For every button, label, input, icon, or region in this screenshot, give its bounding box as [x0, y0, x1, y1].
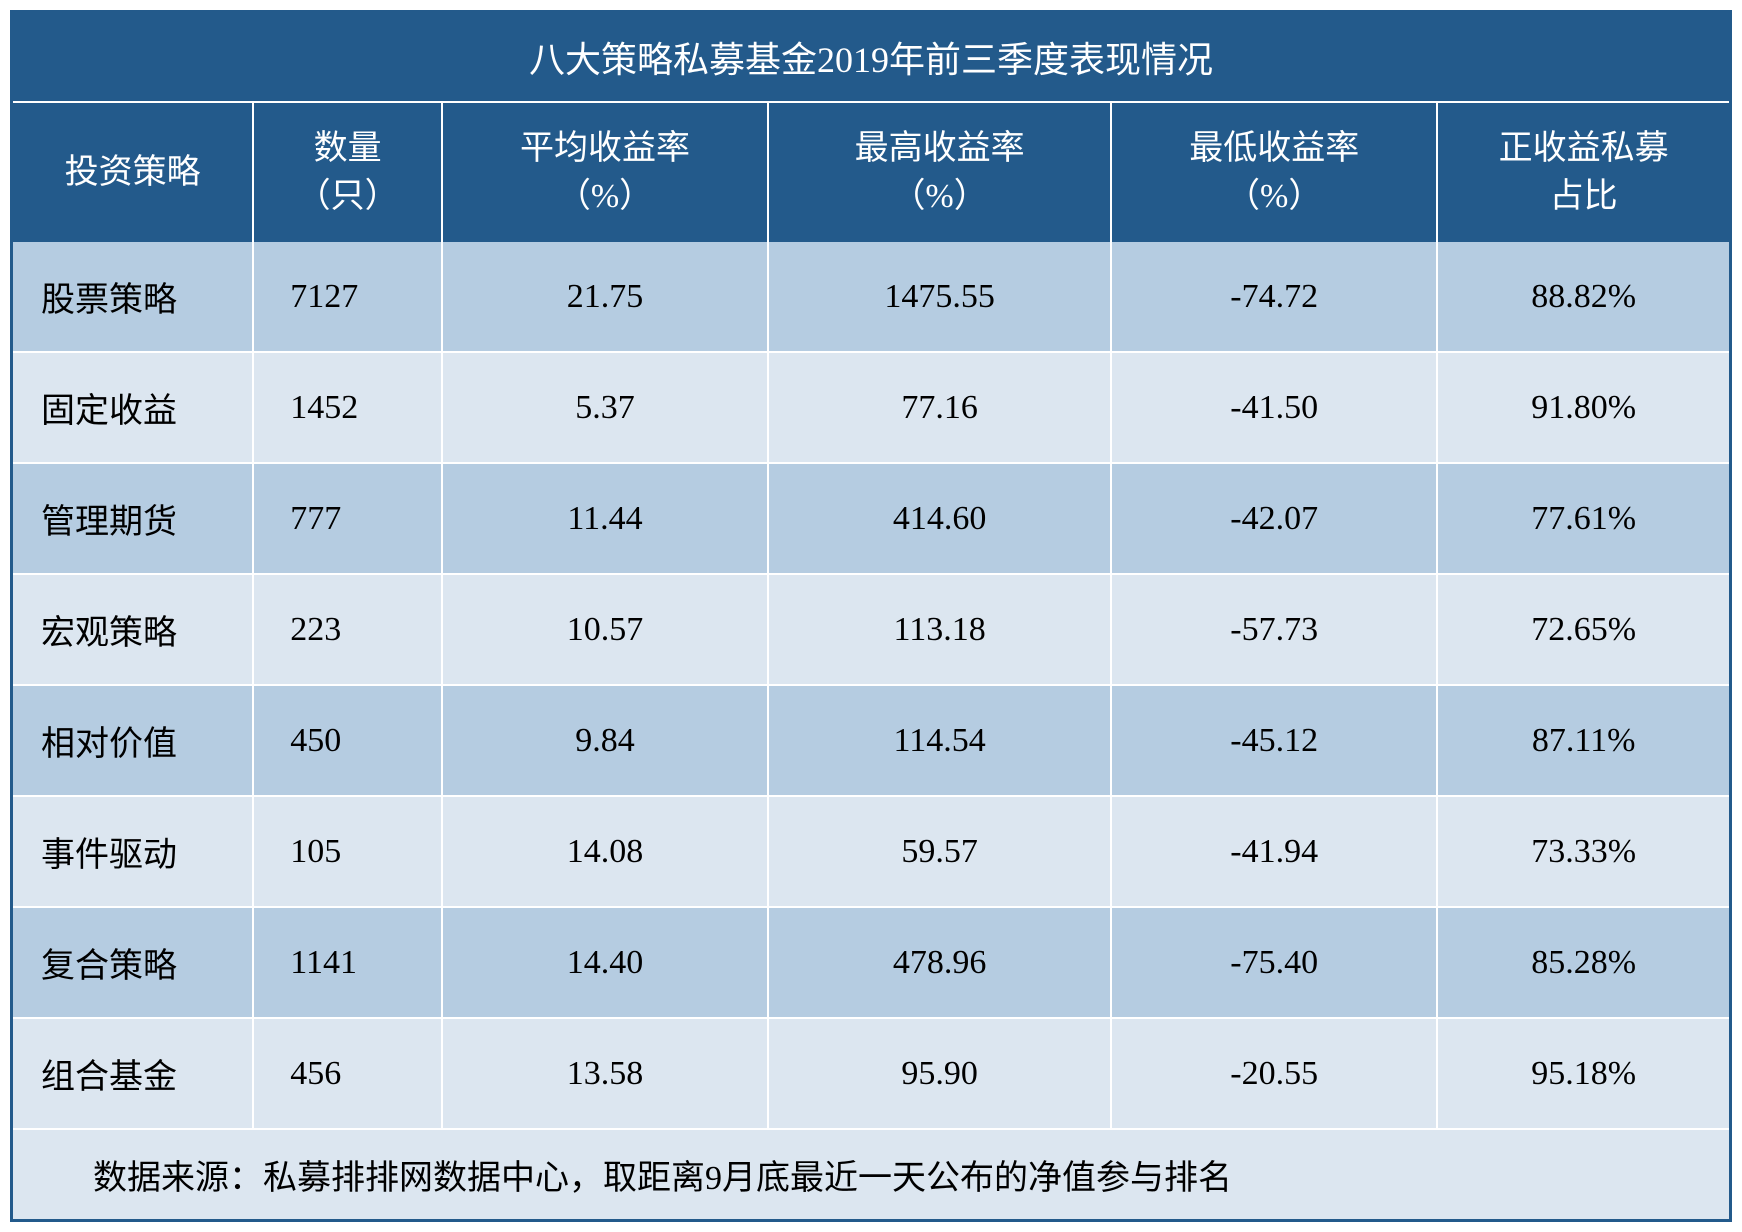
- cell-pos: 73.33%: [1437, 796, 1729, 907]
- cell-min: -75.40: [1111, 907, 1437, 1018]
- table-row: 事件驱动 105 14.08 59.57 -41.94 73.33%: [13, 796, 1729, 907]
- cell-min: -41.94: [1111, 796, 1437, 907]
- cell-strategy: 事件驱动: [13, 796, 253, 907]
- cell-min: -45.12: [1111, 685, 1437, 796]
- cell-pos: 85.28%: [1437, 907, 1729, 1018]
- table-body: 股票策略 7127 21.75 1475.55 -74.72 88.82% 固定…: [13, 242, 1729, 1129]
- cell-strategy: 管理期货: [13, 463, 253, 574]
- cell-avg: 21.75: [442, 242, 768, 352]
- cell-pos: 72.65%: [1437, 574, 1729, 685]
- table-header-row: 投资策略 数量 （只） 平均收益率 （%） 最高收益率 （%） 最低收益率 （%…: [13, 103, 1729, 242]
- cell-max: 113.18: [768, 574, 1111, 685]
- cell-min: -74.72: [1111, 242, 1437, 352]
- cell-avg: 10.57: [442, 574, 768, 685]
- col-header-max: 最高收益率 （%）: [768, 103, 1111, 242]
- col-header-label: 投资策略: [65, 154, 201, 191]
- cell-count: 450: [253, 685, 442, 796]
- table-row: 固定收益 1452 5.37 77.16 -41.50 91.80%: [13, 352, 1729, 463]
- cell-max: 478.96: [768, 907, 1111, 1018]
- col-header-label: 最低收益率: [1189, 130, 1359, 167]
- cell-strategy: 宏观策略: [13, 574, 253, 685]
- table-row: 股票策略 7127 21.75 1475.55 -74.72 88.82%: [13, 242, 1729, 352]
- cell-strategy: 股票策略: [13, 242, 253, 352]
- cell-avg: 14.08: [442, 796, 768, 907]
- cell-max: 114.54: [768, 685, 1111, 796]
- cell-pos: 88.82%: [1437, 242, 1729, 352]
- cell-min: -20.55: [1111, 1018, 1437, 1129]
- col-header-label: 最高收益率: [855, 130, 1025, 167]
- col-header-label: 数量: [314, 130, 382, 167]
- cell-count: 1141: [253, 907, 442, 1018]
- cell-strategy: 相对价值: [13, 685, 253, 796]
- cell-pos: 77.61%: [1437, 463, 1729, 574]
- cell-max: 95.90: [768, 1018, 1111, 1129]
- col-header-min: 最低收益率 （%）: [1111, 103, 1437, 242]
- cell-pos: 91.80%: [1437, 352, 1729, 463]
- cell-avg: 9.84: [442, 685, 768, 796]
- table-row: 相对价值 450 9.84 114.54 -45.12 87.11%: [13, 685, 1729, 796]
- performance-table: 投资策略 数量 （只） 平均收益率 （%） 最高收益率 （%） 最低收益率 （%…: [13, 103, 1729, 1130]
- col-header-label: 正收益私募: [1499, 130, 1669, 167]
- performance-table-container: 八大策略私募基金2019年前三季度表现情况 投资策略 数量 （只） 平均收益率 …: [10, 10, 1732, 1222]
- cell-pos: 87.11%: [1437, 685, 1729, 796]
- col-header-sublabel: 占比: [1550, 178, 1618, 215]
- cell-max: 59.57: [768, 796, 1111, 907]
- table-row: 复合策略 1141 14.40 478.96 -75.40 85.28%: [13, 907, 1729, 1018]
- cell-pos: 95.18%: [1437, 1018, 1729, 1129]
- cell-count: 105: [253, 796, 442, 907]
- cell-strategy: 复合策略: [13, 907, 253, 1018]
- cell-count: 223: [253, 574, 442, 685]
- cell-avg: 13.58: [442, 1018, 768, 1129]
- table-row: 宏观策略 223 10.57 113.18 -57.73 72.65%: [13, 574, 1729, 685]
- cell-avg: 11.44: [442, 463, 768, 574]
- cell-count: 7127: [253, 242, 442, 352]
- cell-count: 1452: [253, 352, 442, 463]
- col-header-label: 平均收益率: [520, 130, 690, 167]
- col-header-avg: 平均收益率 （%）: [442, 103, 768, 242]
- col-header-strategy: 投资策略: [13, 103, 253, 242]
- table-row: 管理期货 777 11.44 414.60 -42.07 77.61%: [13, 463, 1729, 574]
- col-header-sublabel: （%）: [891, 178, 987, 215]
- cell-min: -57.73: [1111, 574, 1437, 685]
- col-header-count: 数量 （只）: [253, 103, 442, 242]
- cell-count: 456: [253, 1018, 442, 1129]
- cell-max: 77.16: [768, 352, 1111, 463]
- cell-min: -41.50: [1111, 352, 1437, 463]
- cell-count: 777: [253, 463, 442, 574]
- cell-avg: 14.40: [442, 907, 768, 1018]
- cell-avg: 5.37: [442, 352, 768, 463]
- cell-min: -42.07: [1111, 463, 1437, 574]
- table-footer-source: 数据来源：私募排排网数据中心，取距离9月底最近一天公布的净值参与排名: [13, 1130, 1729, 1219]
- table-row: 组合基金 456 13.58 95.90 -20.55 95.18%: [13, 1018, 1729, 1129]
- col-header-sublabel: （%）: [1226, 178, 1322, 215]
- cell-strategy: 固定收益: [13, 352, 253, 463]
- cell-max: 414.60: [768, 463, 1111, 574]
- cell-strategy: 组合基金: [13, 1018, 253, 1129]
- col-header-pos: 正收益私募 占比: [1437, 103, 1729, 242]
- cell-max: 1475.55: [768, 242, 1111, 352]
- table-title: 八大策略私募基金2019年前三季度表现情况: [13, 13, 1729, 103]
- col-header-sublabel: （只）: [297, 178, 399, 215]
- col-header-sublabel: （%）: [557, 178, 653, 215]
